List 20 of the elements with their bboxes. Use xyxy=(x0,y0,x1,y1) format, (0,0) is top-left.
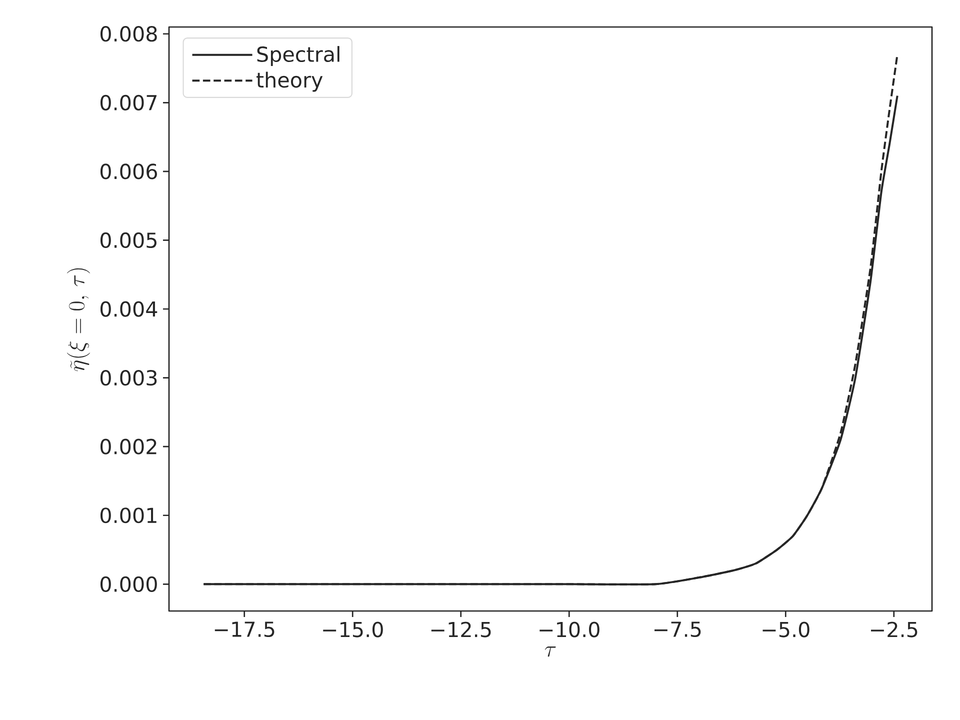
x-tick-label: −10.0 xyxy=(540,622,600,638)
x-tick-label: −2.5 xyxy=(871,622,918,638)
x-axis-title: $\tau$ xyxy=(544,646,556,657)
y-tick-label: 0.006 xyxy=(100,164,157,180)
y-tick-label: 0.002 xyxy=(100,438,156,454)
x-tick-label: −12.5 xyxy=(431,622,491,638)
x-tick-label: −7.5 xyxy=(654,622,701,638)
y-axis-title: $\widetilde{\eta}(\xi = 0,\, \tau)$ xyxy=(66,268,90,372)
y-tick-label: 0.004 xyxy=(100,301,158,317)
x-tick-label: −5.0 xyxy=(762,622,810,638)
x-tick-label: −17.5 xyxy=(214,622,274,638)
y-tick-label: 0.003 xyxy=(100,370,157,386)
y-tick-label: 0.005 xyxy=(100,232,156,248)
x-tick-label: −15.0 xyxy=(323,622,383,638)
y-tick-label: 0.000 xyxy=(100,576,157,592)
legend-label: theory xyxy=(256,72,323,92)
y-tick-label: 0.001 xyxy=(100,508,156,524)
y-tick-label: 0.007 xyxy=(100,94,157,110)
legend-label: Spectral xyxy=(257,46,340,66)
y-tick-label: 0.008 xyxy=(100,26,157,42)
